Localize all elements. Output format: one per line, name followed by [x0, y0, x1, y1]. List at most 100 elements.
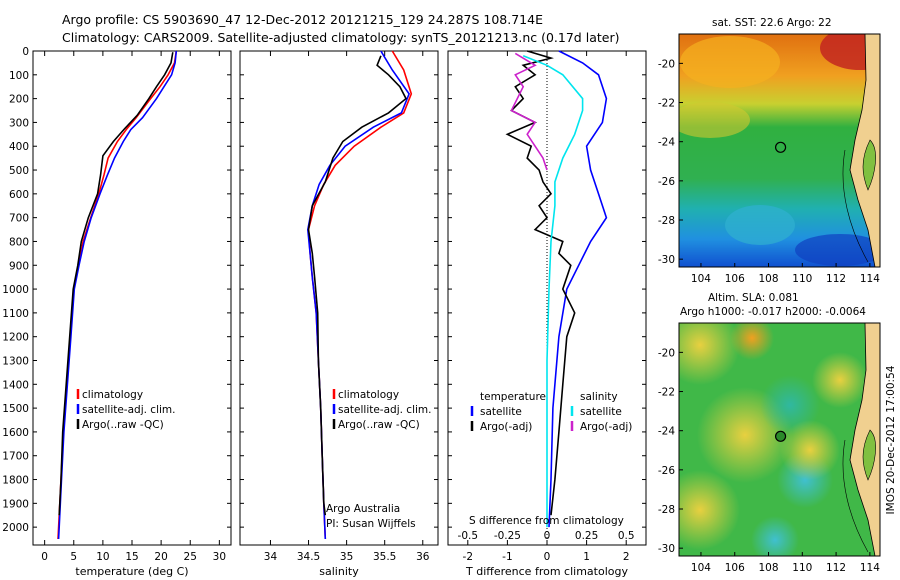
series-line: [57, 50, 178, 540]
x-tick-label: 5: [70, 551, 77, 563]
y-tick-label: 1500: [2, 403, 29, 415]
x-tick-label: 10: [96, 551, 109, 563]
x-tick-label: 35.5: [373, 551, 396, 563]
temperature-panel: 0 5 10 15 20 25 300100200300400500600700800900…: [2, 46, 232, 578]
map-x-tick-label: 114: [860, 273, 880, 285]
sla-coastline: [849, 323, 880, 556]
y-tick-label: 300: [9, 117, 29, 129]
map-y-tick-label: -24: [658, 426, 675, 438]
series-line: [307, 55, 408, 516]
legend-label: satellite: [480, 406, 522, 418]
x-tick-label: 25: [184, 551, 197, 563]
map-y-tick-label: -22: [658, 387, 675, 399]
argo-australia-label: Argo Australia: [326, 503, 400, 515]
series-line: [57, 50, 178, 540]
series-line: [522, 55, 584, 528]
x-axis-label: T difference from climatology: [465, 565, 628, 578]
map-y-tick-label: -26: [658, 465, 675, 477]
legend-label: Argo(..raw -QC): [338, 419, 420, 431]
x-tick-label: 0: [544, 551, 551, 563]
s-diff-tick-label: 0.25: [575, 530, 598, 542]
y-tick-label: 500: [9, 165, 29, 177]
x-axis-label: temperature (deg C): [75, 565, 188, 578]
y-tick-label: 400: [9, 141, 29, 153]
y-tick-label: 600: [9, 189, 29, 201]
difference-panel: -2 -1 0 1 2 T difference from climatology -0.5…: [447, 50, 647, 578]
map-x-tick-label: 110: [792, 273, 812, 285]
footer-timestamp: IMOS 20-Dec-2012 17:00:54: [885, 365, 897, 514]
s-diff-tick-label: -0.5: [458, 530, 479, 542]
x-tick-label: -2: [463, 551, 473, 563]
sla-map: Altim. SLA: 0.081 Argo h1000: -0.017 h20…: [658, 292, 881, 574]
map-y-tick-label: -28: [658, 215, 675, 227]
figure-title-line1: Argo profile: CS 5903690_47 12-Dec-2012 …: [62, 12, 543, 27]
y-tick-label: 1400: [2, 379, 29, 391]
sst-argo-marker: [774, 141, 787, 153]
series-line: [510, 52, 548, 171]
x-axis-label: salinity: [319, 565, 359, 578]
legend-label: climatology: [82, 389, 143, 401]
map-x-tick-label: 114: [860, 562, 880, 574]
y-tick-label: 1800: [2, 475, 29, 487]
map-y-tick-label: -26: [658, 176, 675, 188]
salinity-panel: 34 34.5 35 35.5 36 salinity climatology satelli…: [239, 50, 439, 578]
legend-label: Argo(-adj): [480, 421, 532, 433]
map-x-tick-label: 112: [826, 273, 846, 285]
legend-title-salinity: salinity: [580, 391, 618, 403]
legend-title-temperature: temperature: [480, 391, 546, 403]
y-tick-label: 800: [9, 236, 29, 248]
series-line: [58, 52, 174, 516]
series-line: [505, 50, 576, 516]
x-tick-label: 15: [125, 551, 138, 563]
series-line: [548, 50, 608, 528]
map-x-tick-label: 112: [826, 562, 846, 574]
map-x-tick-label: 108: [758, 273, 778, 285]
x-tick-label: 2: [623, 551, 630, 563]
s-difference-label: S difference from climatology: [469, 515, 624, 527]
sla-argo-marker: [774, 430, 787, 442]
map-x-tick-label: 108: [758, 562, 778, 574]
x-tick-label: 35: [340, 551, 353, 563]
y-tick-label: 1900: [2, 498, 29, 510]
x-tick-label: 20: [154, 551, 167, 563]
legend-label: Argo(..raw -QC): [82, 419, 164, 431]
x-tick-label: 1: [583, 551, 590, 563]
x-tick-label: 36: [416, 551, 430, 563]
y-tick-label: 200: [9, 94, 29, 106]
x-tick-label: -1: [502, 551, 512, 563]
map-x-tick-label: 104: [691, 273, 711, 285]
y-tick-label: 0: [22, 46, 29, 58]
legend-label: climatology: [338, 389, 399, 401]
y-tick-label: 100: [9, 70, 29, 82]
s-diff-tick-label: 0: [544, 530, 551, 542]
sla-title-1: Altim. SLA: 0.081: [708, 292, 799, 304]
x-tick-label: 34: [264, 551, 278, 563]
map-x-tick-label: 106: [725, 562, 745, 574]
y-tick-label: 1000: [2, 284, 29, 296]
sla-title-2: Argo h1000: -0.017 h2000: -0.0064: [680, 306, 866, 318]
x-tick-label: 0: [41, 551, 48, 563]
y-tick-label: 1600: [2, 427, 29, 439]
x-tick-label: 30: [213, 551, 226, 563]
figure-title-line2: Climatology: CARS2009. Satellite-adjuste…: [62, 30, 619, 45]
y-tick-label: 900: [9, 260, 29, 272]
map-y-tick-label: -20: [658, 58, 675, 70]
series-line: [307, 50, 413, 540]
legend-label: satellite: [580, 406, 622, 418]
sst-map-title: sat. SST: 22.6 Argo: 22: [712, 17, 832, 29]
y-tick-label: 1700: [2, 451, 29, 463]
coastline: [849, 34, 880, 267]
sst-map: sat. SST: 22.6 Argo: 22 104 106 108 110 112 1…: [658, 17, 881, 285]
plot-frame: [239, 50, 439, 546]
map-y-tick-label: -30: [658, 254, 675, 266]
legend-label: satellite-adj. clim.: [82, 404, 175, 416]
y-tick-label: 1100: [2, 308, 29, 320]
y-tick-label: 700: [9, 213, 29, 225]
map-y-tick-label: -22: [658, 98, 675, 110]
s-diff-tick-label: 0.5: [618, 530, 635, 542]
x-tick-label: 34.5: [297, 551, 320, 563]
legend-label: satellite-adj. clim.: [338, 404, 431, 416]
y-tick-label: 2000: [2, 522, 29, 534]
pi-label: PI: Susan Wijffels: [326, 518, 416, 530]
